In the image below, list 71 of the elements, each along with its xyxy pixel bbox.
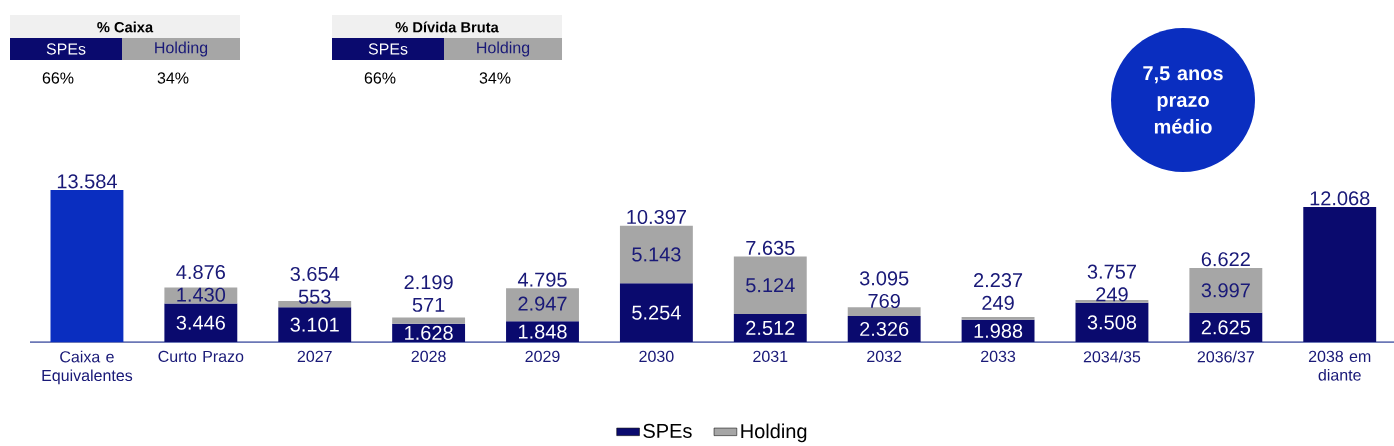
data-label: 769 (868, 293, 900, 309)
total-label: 3.095 (859, 271, 909, 286)
total-label: 3.654 (290, 266, 340, 282)
total-label: 7.635 (746, 240, 795, 255)
bar (506, 288, 579, 322)
total-label: 10.397 (627, 209, 686, 225)
data-label: 5.254 (632, 305, 681, 320)
data-label: 2.947 (518, 296, 567, 311)
total-label: 2.237 (974, 273, 1023, 288)
x-tick-label: 2028 (411, 350, 446, 363)
bar (392, 317, 466, 324)
bar (733, 256, 807, 314)
data-label: 2.512 (746, 320, 795, 336)
bar (164, 303, 238, 342)
text: SPEs (368, 43, 408, 55)
x-tick-label: 2034/35 (1083, 350, 1141, 363)
x-tick-label: 2038 em diante (1308, 350, 1371, 381)
text: Holding (155, 41, 208, 57)
text: Holding (477, 41, 530, 57)
bar (1303, 206, 1377, 342)
text: SPEs (46, 43, 86, 55)
data-label: 3.508 (1087, 315, 1137, 330)
text: 7,5 anos prazo médio (1143, 66, 1223, 134)
text: 34% (479, 72, 511, 84)
bar (619, 225, 693, 284)
text: % Caixa (97, 21, 154, 33)
total-label: 2.199 (404, 275, 453, 290)
bar (733, 313, 807, 342)
total-label: 6.622 (1201, 252, 1250, 267)
data-label: 1.628 (405, 325, 453, 340)
total-label: 4.876 (176, 264, 225, 280)
data-label: 1.430 (177, 287, 226, 302)
data-label: 571 (412, 297, 445, 312)
bar (847, 307, 921, 316)
text: % Dívida Bruta (395, 21, 499, 33)
data-label: 3.101 (290, 317, 339, 332)
bar (50, 190, 124, 342)
x-tick-label: Caixa e Equivalentes (42, 350, 133, 385)
total-label: 12.068 (1310, 191, 1370, 206)
data-label: 249 (1096, 287, 1128, 302)
data-label: 553 (298, 289, 331, 304)
bar (1189, 267, 1263, 313)
x-tick-label: 2032 (867, 350, 902, 363)
data-label: 3.997 (1201, 283, 1250, 298)
x-tick-label: 2036/37 (1197, 350, 1254, 363)
data-label: 5.143 (632, 247, 681, 262)
total-label: 13.584 (57, 174, 117, 189)
bar (278, 307, 352, 342)
data-label: 1.848 (519, 324, 567, 339)
data-label: 3.446 (176, 315, 225, 330)
data-label: 2.326 (860, 321, 909, 337)
legend-label: SPEs (643, 423, 692, 439)
bar (961, 316, 1035, 320)
legend-label: Holding (741, 423, 807, 443)
total-label: 3.757 (1087, 264, 1136, 279)
total-label: 4.795 (517, 272, 567, 287)
data-label: 5.124 (746, 278, 795, 293)
data-label: 2.625 (1201, 320, 1251, 335)
x-tick-label: 2029 (525, 350, 560, 363)
bar (1075, 302, 1149, 342)
text: 66% (42, 72, 74, 84)
text: 34% (157, 72, 189, 84)
data-label: 1.988 (974, 323, 1023, 338)
x-tick-label: Curto Prazo (158, 350, 244, 363)
x-tick-label: 2031 (753, 350, 788, 363)
bar (619, 283, 693, 342)
x-tick-label: 2033 (981, 350, 1016, 363)
x-tick-label: 2027 (297, 350, 332, 363)
x-tick-label: 2030 (639, 350, 674, 363)
data-label: 249 (982, 295, 1014, 310)
text: 66% (364, 72, 396, 84)
